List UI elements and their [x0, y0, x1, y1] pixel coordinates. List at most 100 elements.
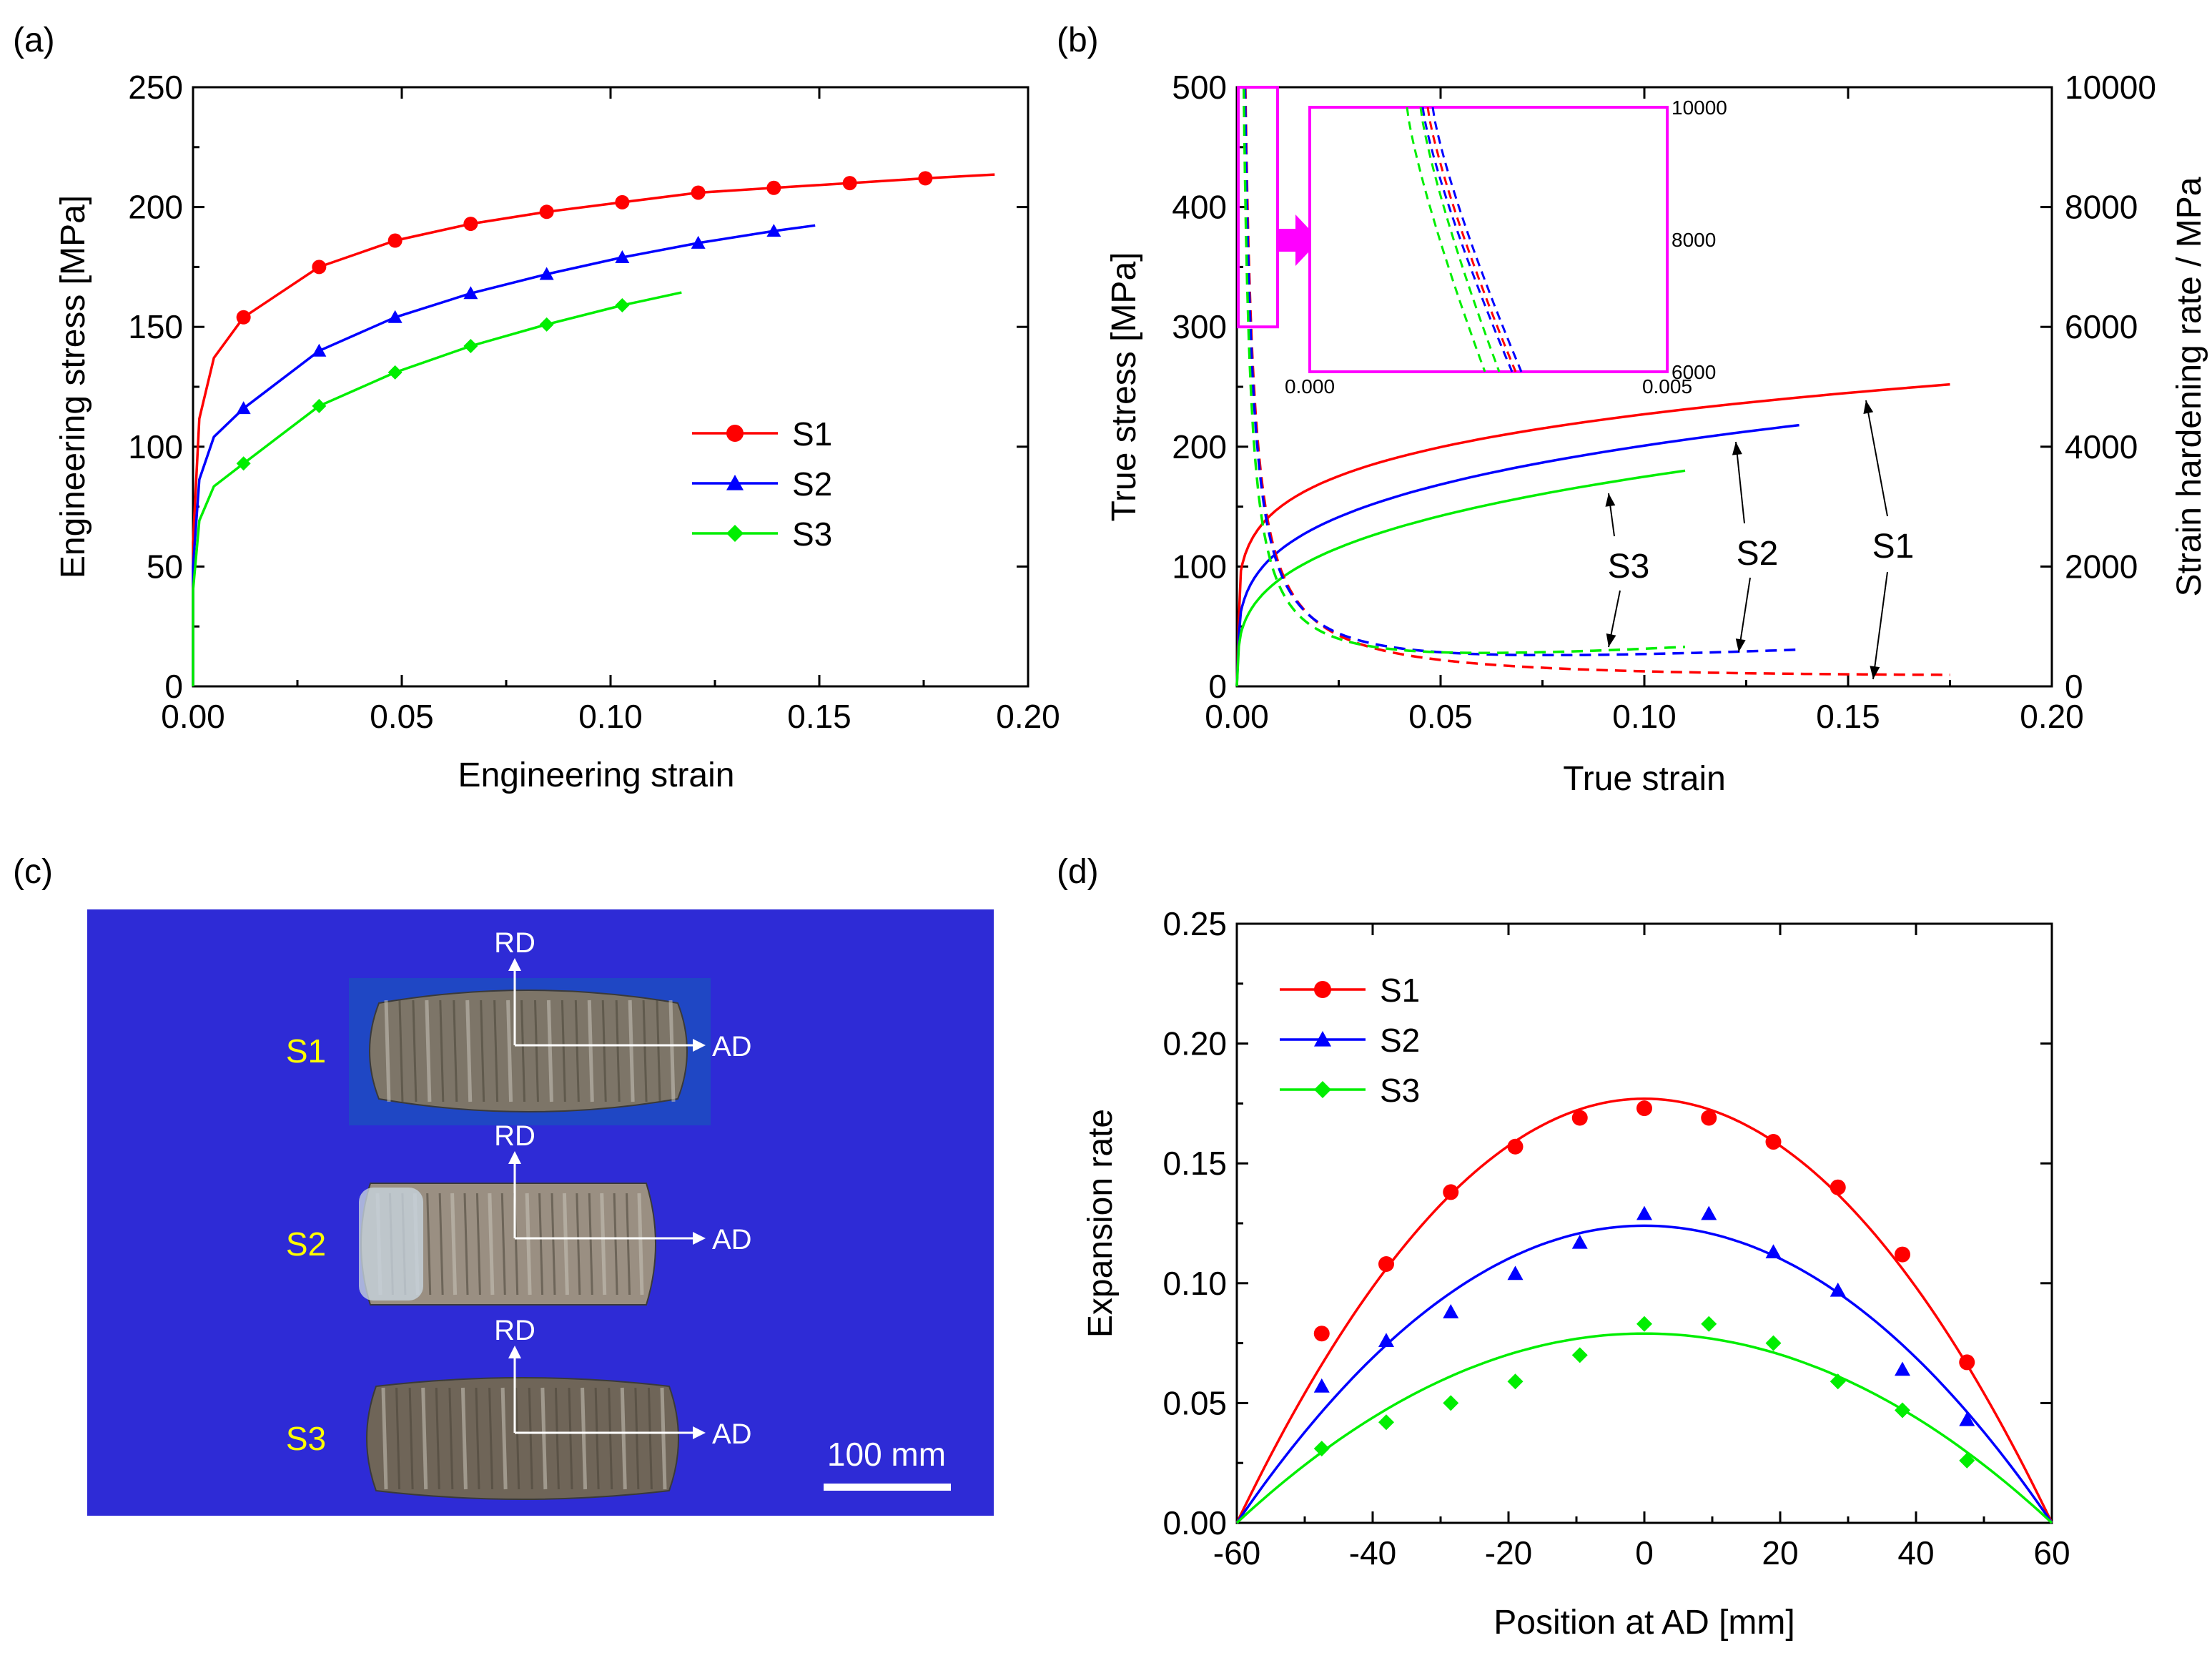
d-ytick-label: 0.20	[1162, 1025, 1227, 1062]
a-point-S1	[691, 185, 706, 200]
sample-tube-S3	[366, 1377, 679, 1500]
sample-texture-line	[656, 1000, 661, 1102]
b-inset-line-S3	[1406, 107, 1486, 372]
rd-axis-arrow	[508, 1346, 521, 1358]
a-point-S1	[766, 180, 781, 195]
sample-texture-line	[500, 1387, 508, 1490]
b-inset-frame	[1308, 106, 1669, 373]
sample-texture-line	[421, 1387, 428, 1490]
d-point-S2	[1895, 1361, 1910, 1376]
sample-texture-line	[538, 1193, 544, 1296]
sample-texture-line	[426, 1193, 432, 1296]
b-annotation-arrow-head	[1606, 633, 1616, 647]
a-ytick-label: 100	[128, 428, 183, 465]
b-y2tick-label: 2000	[2065, 548, 2138, 585]
sample-texture-line	[506, 1000, 513, 1102]
panel-b-ylabel: True stress [MPa]	[1105, 252, 1143, 522]
b-inset-ytick-label: 8000	[1672, 229, 1716, 251]
sample-texture-line	[660, 1387, 667, 1490]
panel-label-a: (a)	[13, 21, 55, 59]
sample-texture-line	[601, 1000, 607, 1102]
sample-texture-line	[453, 1000, 458, 1102]
d-ytick-label: 0.00	[1162, 1504, 1227, 1541]
d-point-S3	[1701, 1316, 1717, 1332]
a-point-S3	[236, 456, 251, 471]
d-xtick-label: -20	[1485, 1534, 1532, 1571]
rd-axis-label: RD	[494, 1120, 535, 1152]
a-point-S1	[842, 176, 857, 191]
d-point-S3	[1959, 1452, 1975, 1469]
sample-texture-line	[600, 1193, 607, 1296]
a-point-S2	[387, 310, 403, 323]
d-ytick-label: 0.10	[1162, 1265, 1227, 1302]
a-point-S3	[387, 365, 403, 380]
sample-label-S3: S3	[286, 1420, 326, 1457]
sample-texture-line	[475, 1193, 481, 1296]
a-point-S2	[539, 267, 554, 280]
b-annotation-arrow-line	[1872, 571, 1888, 680]
b-hardening-line-S3	[1242, 87, 1686, 654]
panel-c-photo: RD AD S1 RD AD S2 RD AD S3 100 mm	[87, 909, 994, 1516]
sample-texture-line	[561, 1000, 566, 1102]
d-point-S2	[1443, 1304, 1459, 1318]
d-ytick-label: 0.15	[1162, 1145, 1227, 1182]
panel-b-ticks: 0.00 0.05 0.10 0.15 0.2001002003004005000200…	[1172, 69, 2156, 735]
b-y2tick-label: 10000	[2065, 69, 2156, 106]
d-point-S3	[1830, 1373, 1846, 1390]
sample-texture-line	[488, 1193, 495, 1296]
b-ytick-label: 100	[1172, 548, 1227, 585]
b-annotation-label-S2: S2	[1737, 535, 1779, 573]
a-line-S3	[192, 291, 682, 686]
sample-texture-line	[540, 1387, 548, 1490]
sample-reflection	[359, 1188, 423, 1301]
d-point-S1	[1571, 1110, 1588, 1126]
sample-texture-line	[608, 1387, 613, 1490]
b-stress-line-S1	[1235, 383, 1950, 687]
a-ytick-label: 0	[164, 668, 183, 705]
d-point-S2	[1507, 1265, 1524, 1280]
a-legend-marker-S2	[726, 475, 744, 490]
a-xtick-label: 0.10	[578, 698, 643, 735]
a-point-S2	[615, 250, 630, 263]
d-point-S1	[1378, 1255, 1394, 1272]
a-ytick-label: 250	[128, 69, 183, 106]
b-inset-xtick-label: 0.000	[1285, 375, 1335, 398]
sample-texture-line	[637, 1193, 644, 1296]
scale-bar-label: 100 mm	[827, 1436, 946, 1473]
a-ytick-label: 200	[128, 189, 183, 226]
b-annotation-arrow-head	[1870, 666, 1880, 679]
sample-label-S1: S1	[286, 1032, 326, 1070]
d-point-S3	[1378, 1414, 1394, 1431]
a-line-S1	[192, 173, 995, 686]
b-zoom-box	[1237, 86, 1279, 329]
sample-texture-line	[615, 1000, 621, 1102]
panel-b-series	[1235, 86, 1950, 687]
a-point-S1	[463, 217, 478, 232]
d-point-S3	[1765, 1335, 1782, 1351]
d-fit-line-S3	[1235, 1332, 2053, 1524]
sample-texture-line	[448, 1387, 454, 1490]
d-point-S1	[1830, 1179, 1846, 1195]
b-ytick-label: 0	[1208, 668, 1227, 705]
d-legend-label-S2: S2	[1380, 1022, 1420, 1059]
d-point-S2	[1765, 1244, 1782, 1259]
b-inset-line-S3	[1419, 107, 1501, 372]
ad-axis-label: AD	[712, 1224, 752, 1255]
rd-axis-arrow	[508, 1151, 521, 1164]
a-point-S2	[766, 224, 781, 237]
sample-tube-S1	[369, 990, 688, 1112]
panel-label-b: (b)	[1057, 21, 1099, 59]
a-point-S1	[918, 171, 933, 186]
d-xtick-label: 0	[1635, 1534, 1654, 1571]
sample-texture-line	[562, 1193, 569, 1296]
panel-a-chart: 0.00 0.05 0.10 0.15 0.20 0 50 100 150 200 250 Engi…	[54, 69, 1060, 794]
photo-samples: RD AD S1 RD AD S2 RD AD S3	[286, 927, 752, 1500]
sample-texture-line	[435, 1387, 440, 1490]
sample-texture-line	[500, 1193, 506, 1296]
panel-a-ylabel: Engineering stress [MPa]	[54, 195, 92, 578]
a-legend-label-S1: S1	[792, 415, 832, 453]
panel-label-d: (d)	[1057, 853, 1099, 891]
sample-texture-line	[594, 1387, 600, 1490]
a-point-S1	[539, 204, 554, 219]
